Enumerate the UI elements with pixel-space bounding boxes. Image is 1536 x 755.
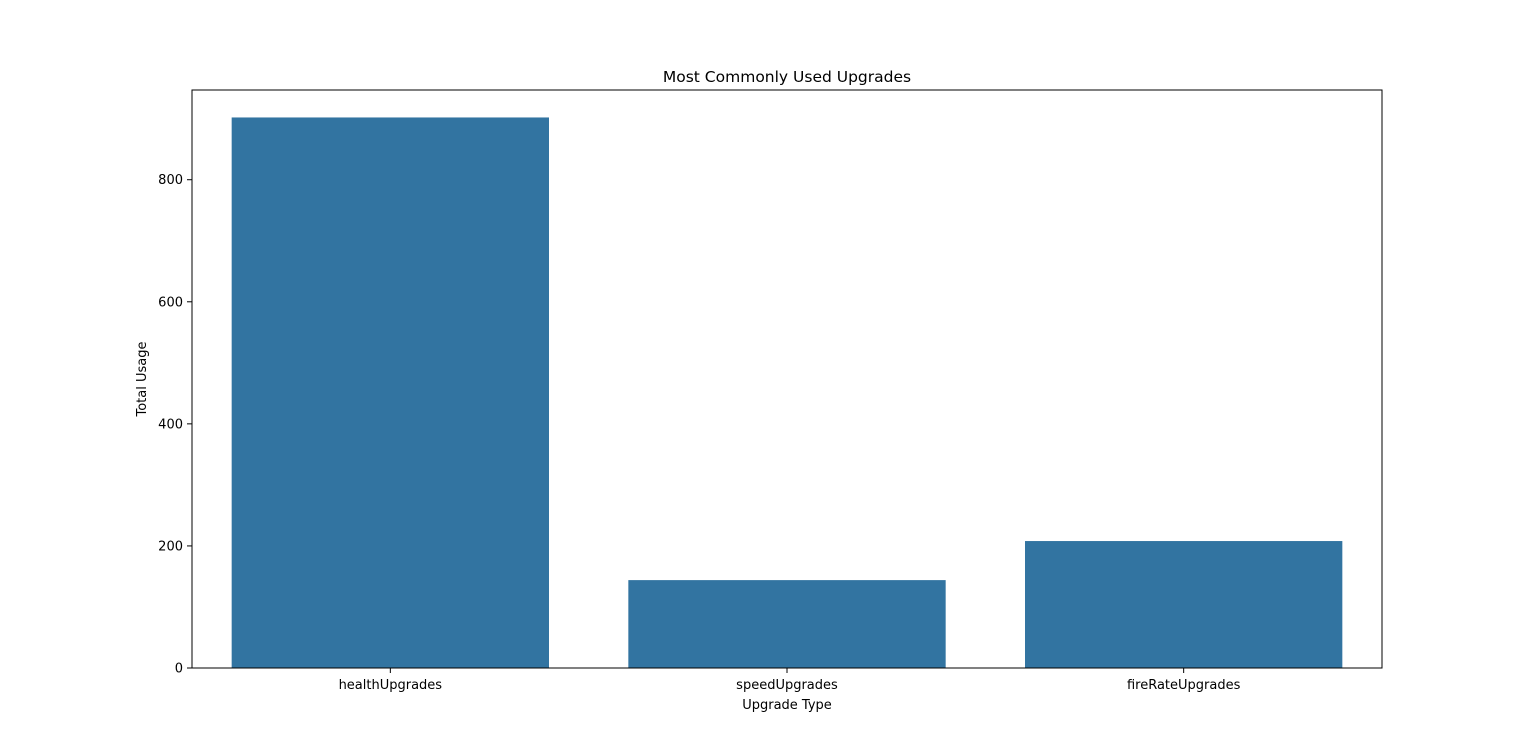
- x-tick-label: speedUpgrades: [736, 678, 838, 693]
- x-tick-label: healthUpgrades: [339, 678, 443, 693]
- x-axis-ticks: healthUpgrades speedUpgrades fireRateUpgra…: [339, 668, 1241, 693]
- y-axis-label: Total Usage: [135, 342, 150, 418]
- bar-fireRateUpgrades: [1025, 541, 1343, 668]
- bar-healthUpgrades: [231, 117, 549, 668]
- chart-title: Most Commonly Used Upgrades: [663, 68, 911, 86]
- y-tick-label: 200: [158, 539, 183, 554]
- x-tick-label: fireRateUpgrades: [1127, 678, 1241, 693]
- bar-speedUpgrades: [628, 580, 946, 668]
- y-tick-label: 400: [158, 417, 183, 432]
- x-axis-label: Upgrade Type: [742, 698, 832, 713]
- y-tick-label: 800: [158, 173, 183, 188]
- y-axis-ticks: 0 200 400 600 800: [158, 173, 192, 677]
- y-tick-label: 0: [175, 662, 183, 677]
- bars-group: [231, 117, 1343, 668]
- y-tick-label: 600: [158, 295, 183, 310]
